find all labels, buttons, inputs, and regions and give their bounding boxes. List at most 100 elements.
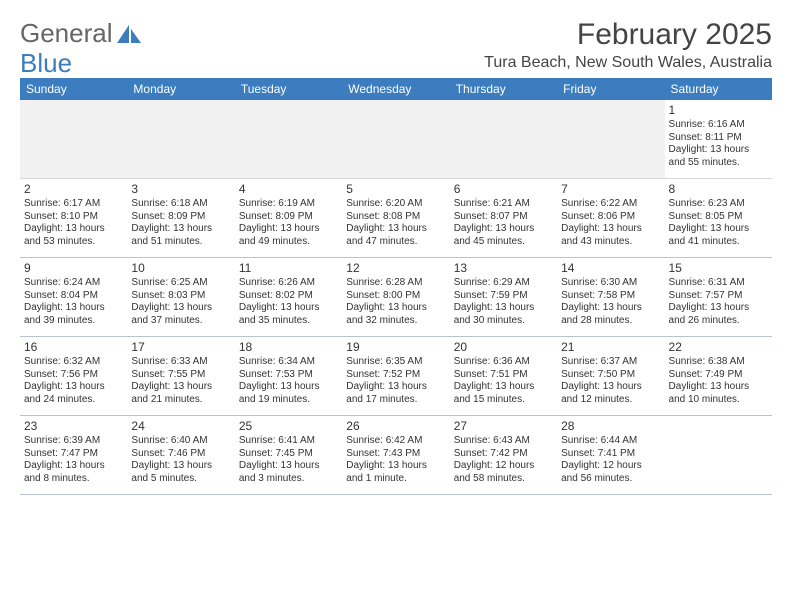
daylight-line: Daylight: 13 hours — [454, 381, 553, 394]
calendar-day: 11Sunrise: 6:26 AMSunset: 8:02 PMDayligh… — [235, 258, 342, 336]
daylight-line: Daylight: 13 hours — [239, 381, 338, 394]
calendar-grid: 1Sunrise: 6:16 AMSunset: 8:11 PMDaylight… — [20, 100, 772, 495]
day-number: 22 — [669, 340, 768, 354]
sunrise-line: Sunrise: 6:43 AM — [454, 435, 553, 448]
sunset-line: Sunset: 7:41 PM — [561, 448, 660, 461]
sunrise-line: Sunrise: 6:19 AM — [239, 198, 338, 211]
calendar-week: 2Sunrise: 6:17 AMSunset: 8:10 PMDaylight… — [20, 179, 772, 258]
daylight-line: Daylight: 13 hours — [346, 223, 445, 236]
calendar-day: 21Sunrise: 6:37 AMSunset: 7:50 PMDayligh… — [557, 337, 664, 415]
daylight-line: and 55 minutes. — [669, 157, 768, 170]
sunset-line: Sunset: 8:02 PM — [239, 290, 338, 303]
day-number: 3 — [131, 182, 230, 196]
daylight-line: and 1 minute. — [346, 473, 445, 486]
daylight-line: Daylight: 13 hours — [239, 302, 338, 315]
daylight-line: Daylight: 12 hours — [561, 460, 660, 473]
sunrise-line: Sunrise: 6:23 AM — [669, 198, 768, 211]
daylight-line: and 49 minutes. — [239, 236, 338, 249]
calendar-day: 13Sunrise: 6:29 AMSunset: 7:59 PMDayligh… — [450, 258, 557, 336]
daylight-line: and 45 minutes. — [454, 236, 553, 249]
calendar-day-empty — [20, 100, 127, 178]
daylight-line: and 5 minutes. — [131, 473, 230, 486]
calendar-day-empty — [450, 100, 557, 178]
sunrise-line: Sunrise: 6:34 AM — [239, 356, 338, 369]
calendar-day: 17Sunrise: 6:33 AMSunset: 7:55 PMDayligh… — [127, 337, 234, 415]
sunset-line: Sunset: 8:08 PM — [346, 211, 445, 224]
daylight-line: Daylight: 13 hours — [561, 223, 660, 236]
daylight-line: and 24 minutes. — [24, 394, 123, 407]
day-number: 7 — [561, 182, 660, 196]
sunrise-line: Sunrise: 6:20 AM — [346, 198, 445, 211]
calendar-day: 4 Sunrise: 6:19 AMSunset: 8:09 PMDaylight… — [235, 179, 342, 257]
day-number: 25 — [239, 419, 338, 433]
sunset-line: Sunset: 7:50 PM — [561, 369, 660, 382]
calendar-day: 27Sunrise: 6:43 AMSunset: 7:42 PMDayligh… — [450, 416, 557, 494]
daylight-line: Daylight: 13 hours — [669, 223, 768, 236]
day-header-row: SundayMondayTuesdayWednesdayThursdayFrid… — [20, 78, 772, 100]
sunrise-line: Sunrise: 6:22 AM — [561, 198, 660, 211]
day-number: 19 — [346, 340, 445, 354]
sunrise-line: Sunrise: 6:35 AM — [346, 356, 445, 369]
sunset-line: Sunset: 8:10 PM — [24, 211, 123, 224]
sunset-line: Sunset: 8:03 PM — [131, 290, 230, 303]
sunset-line: Sunset: 8:06 PM — [561, 211, 660, 224]
daylight-line: Daylight: 13 hours — [669, 302, 768, 315]
daylight-line: and 37 minutes. — [131, 315, 230, 328]
daylight-line: Daylight: 13 hours — [24, 223, 123, 236]
sunrise-line: Sunrise: 6:17 AM — [24, 198, 123, 211]
sunset-line: Sunset: 7:49 PM — [669, 369, 768, 382]
sunset-line: Sunset: 8:05 PM — [669, 211, 768, 224]
calendar-day: 7 Sunrise: 6:22 AMSunset: 8:06 PMDaylight… — [557, 179, 664, 257]
daylight-line: Daylight: 13 hours — [669, 144, 768, 157]
day-number: 27 — [454, 419, 553, 433]
day-number: 11 — [239, 261, 338, 275]
daylight-line: Daylight: 13 hours — [131, 460, 230, 473]
daylight-line: Daylight: 13 hours — [131, 302, 230, 315]
daylight-line: Daylight: 13 hours — [24, 460, 123, 473]
daylight-line: Daylight: 13 hours — [669, 381, 768, 394]
daylight-line: and 39 minutes. — [24, 315, 123, 328]
day-number: 1 — [669, 103, 768, 117]
sunset-line: Sunset: 8:09 PM — [131, 211, 230, 224]
sunset-line: Sunset: 7:59 PM — [454, 290, 553, 303]
day-header: Friday — [557, 78, 664, 100]
sunrise-line: Sunrise: 6:18 AM — [131, 198, 230, 211]
daylight-line: and 26 minutes. — [669, 315, 768, 328]
daylight-line: Daylight: 13 hours — [346, 302, 445, 315]
day-number: 16 — [24, 340, 123, 354]
calendar-day: 28Sunrise: 6:44 AMSunset: 7:41 PMDayligh… — [557, 416, 664, 494]
day-number: 12 — [346, 261, 445, 275]
day-number: 15 — [669, 261, 768, 275]
daylight-line: and 28 minutes. — [561, 315, 660, 328]
day-number: 23 — [24, 419, 123, 433]
day-number: 9 — [24, 261, 123, 275]
sunset-line: Sunset: 8:09 PM — [239, 211, 338, 224]
calendar-day: 2Sunrise: 6:17 AMSunset: 8:10 PMDaylight… — [20, 179, 127, 257]
day-header: Thursday — [450, 78, 557, 100]
calendar-day: 8Sunrise: 6:23 AMSunset: 8:05 PMDaylight… — [665, 179, 772, 257]
day-number: 21 — [561, 340, 660, 354]
sunset-line: Sunset: 7:57 PM — [669, 290, 768, 303]
sunset-line: Sunset: 8:11 PM — [669, 132, 768, 145]
month-title: February 2025 — [484, 18, 772, 52]
sunset-line: Sunset: 7:47 PM — [24, 448, 123, 461]
sunset-line: Sunset: 7:42 PM — [454, 448, 553, 461]
day-number: 18 — [239, 340, 338, 354]
calendar-day: 6Sunrise: 6:21 AMSunset: 8:07 PMDaylight… — [450, 179, 557, 257]
daylight-line: Daylight: 13 hours — [454, 302, 553, 315]
daylight-line: and 41 minutes. — [669, 236, 768, 249]
sunrise-line: Sunrise: 6:25 AM — [131, 277, 230, 290]
day-header: Saturday — [665, 78, 772, 100]
daylight-line: Daylight: 13 hours — [239, 223, 338, 236]
daylight-line: and 51 minutes. — [131, 236, 230, 249]
sunset-line: Sunset: 7:56 PM — [24, 369, 123, 382]
daylight-line: and 17 minutes. — [346, 394, 445, 407]
logo-text-general: General — [20, 18, 113, 49]
calendar-day: 19Sunrise: 6:35 AMSunset: 7:52 PMDayligh… — [342, 337, 449, 415]
daylight-line: Daylight: 13 hours — [561, 381, 660, 394]
day-header: Sunday — [20, 78, 127, 100]
day-number: 10 — [131, 261, 230, 275]
calendar-day: 25Sunrise: 6:41 AMSunset: 7:45 PMDayligh… — [235, 416, 342, 494]
daylight-line: and 47 minutes. — [346, 236, 445, 249]
day-number: 4 — [239, 182, 338, 196]
